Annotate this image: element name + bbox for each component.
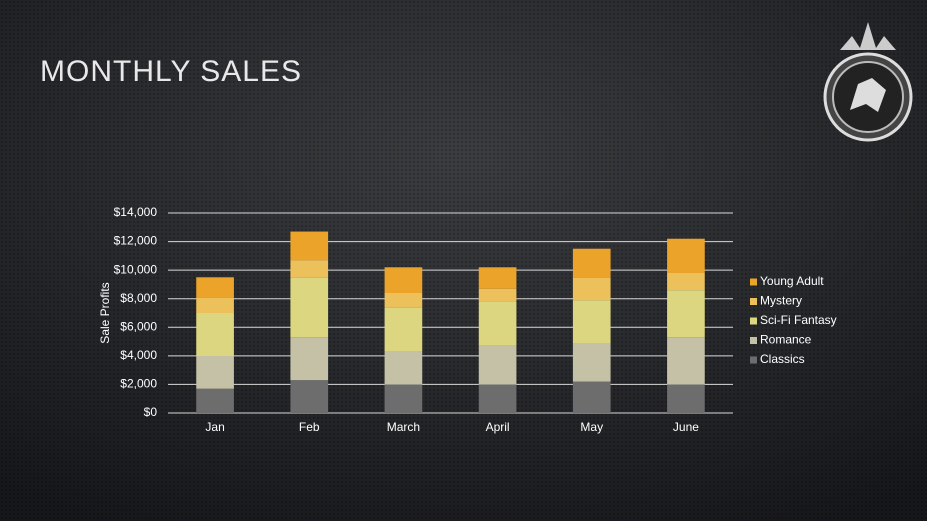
bar-segment (196, 297, 234, 313)
x-tick-label: March (387, 420, 420, 434)
bar-segment (290, 260, 329, 278)
chart-title: MONTHLY SALES (40, 55, 302, 88)
x-tick-label: April (486, 420, 510, 434)
legend-swatch (750, 278, 757, 286)
bar-segment (478, 384, 517, 413)
bar-segment (290, 277, 329, 338)
y-tick-label: $0 (144, 405, 158, 419)
y-tick-label: $6,000 (120, 319, 157, 333)
bar-segment (290, 337, 329, 381)
bar-segment (572, 248, 611, 278)
x-tick-label: Feb (299, 420, 320, 434)
bar-segment (667, 337, 705, 385)
bar-segment (572, 381, 611, 413)
bar-segment (572, 300, 611, 343)
legend-label: Mystery (760, 294, 802, 308)
bar-segment (290, 380, 329, 413)
bar-segment (478, 288, 517, 302)
bar-segment (384, 307, 423, 352)
bar-segment (196, 313, 234, 356)
bar-segment (572, 277, 611, 301)
bar-segment (384, 384, 423, 413)
logo (823, 22, 913, 142)
bar-segment (290, 231, 329, 261)
bar-segment (667, 384, 705, 413)
x-tick-label: Jan (205, 420, 224, 434)
legend-swatch (750, 356, 757, 364)
bar-segment (478, 267, 517, 289)
legend-label: Young Adult (760, 274, 824, 288)
bar-segment (478, 301, 517, 346)
y-tick-label: $2,000 (120, 377, 157, 391)
bar-segment (478, 345, 517, 385)
bar-segment (196, 355, 234, 389)
bar-segment (667, 238, 705, 273)
legend-label: Classics (760, 352, 805, 366)
legend-swatch (750, 337, 757, 344)
bar-segment (384, 293, 423, 308)
y-tick-label: $14,000 (114, 205, 158, 219)
legend-label: Romance (760, 333, 812, 347)
bar-segment (196, 277, 234, 298)
legend-swatch (750, 317, 757, 325)
bar-segment (572, 343, 611, 382)
legend-swatch (750, 298, 757, 305)
legend-label: Sci-Fi Fantasy (760, 313, 837, 327)
bar-segment (384, 351, 423, 385)
bar-segment (667, 273, 705, 291)
y-tick-label: $12,000 (114, 234, 158, 248)
y-tick-label: $8,000 (120, 291, 157, 305)
bar-segment (384, 267, 423, 293)
y-axis-title: Sale Profits (98, 282, 112, 343)
x-tick-label: May (580, 420, 603, 434)
bar-segment (196, 388, 234, 413)
bar-segment (667, 290, 705, 338)
y-tick-label: $4,000 (120, 348, 157, 362)
y-tick-label: $10,000 (114, 262, 158, 276)
x-tick-label: June (673, 420, 699, 434)
